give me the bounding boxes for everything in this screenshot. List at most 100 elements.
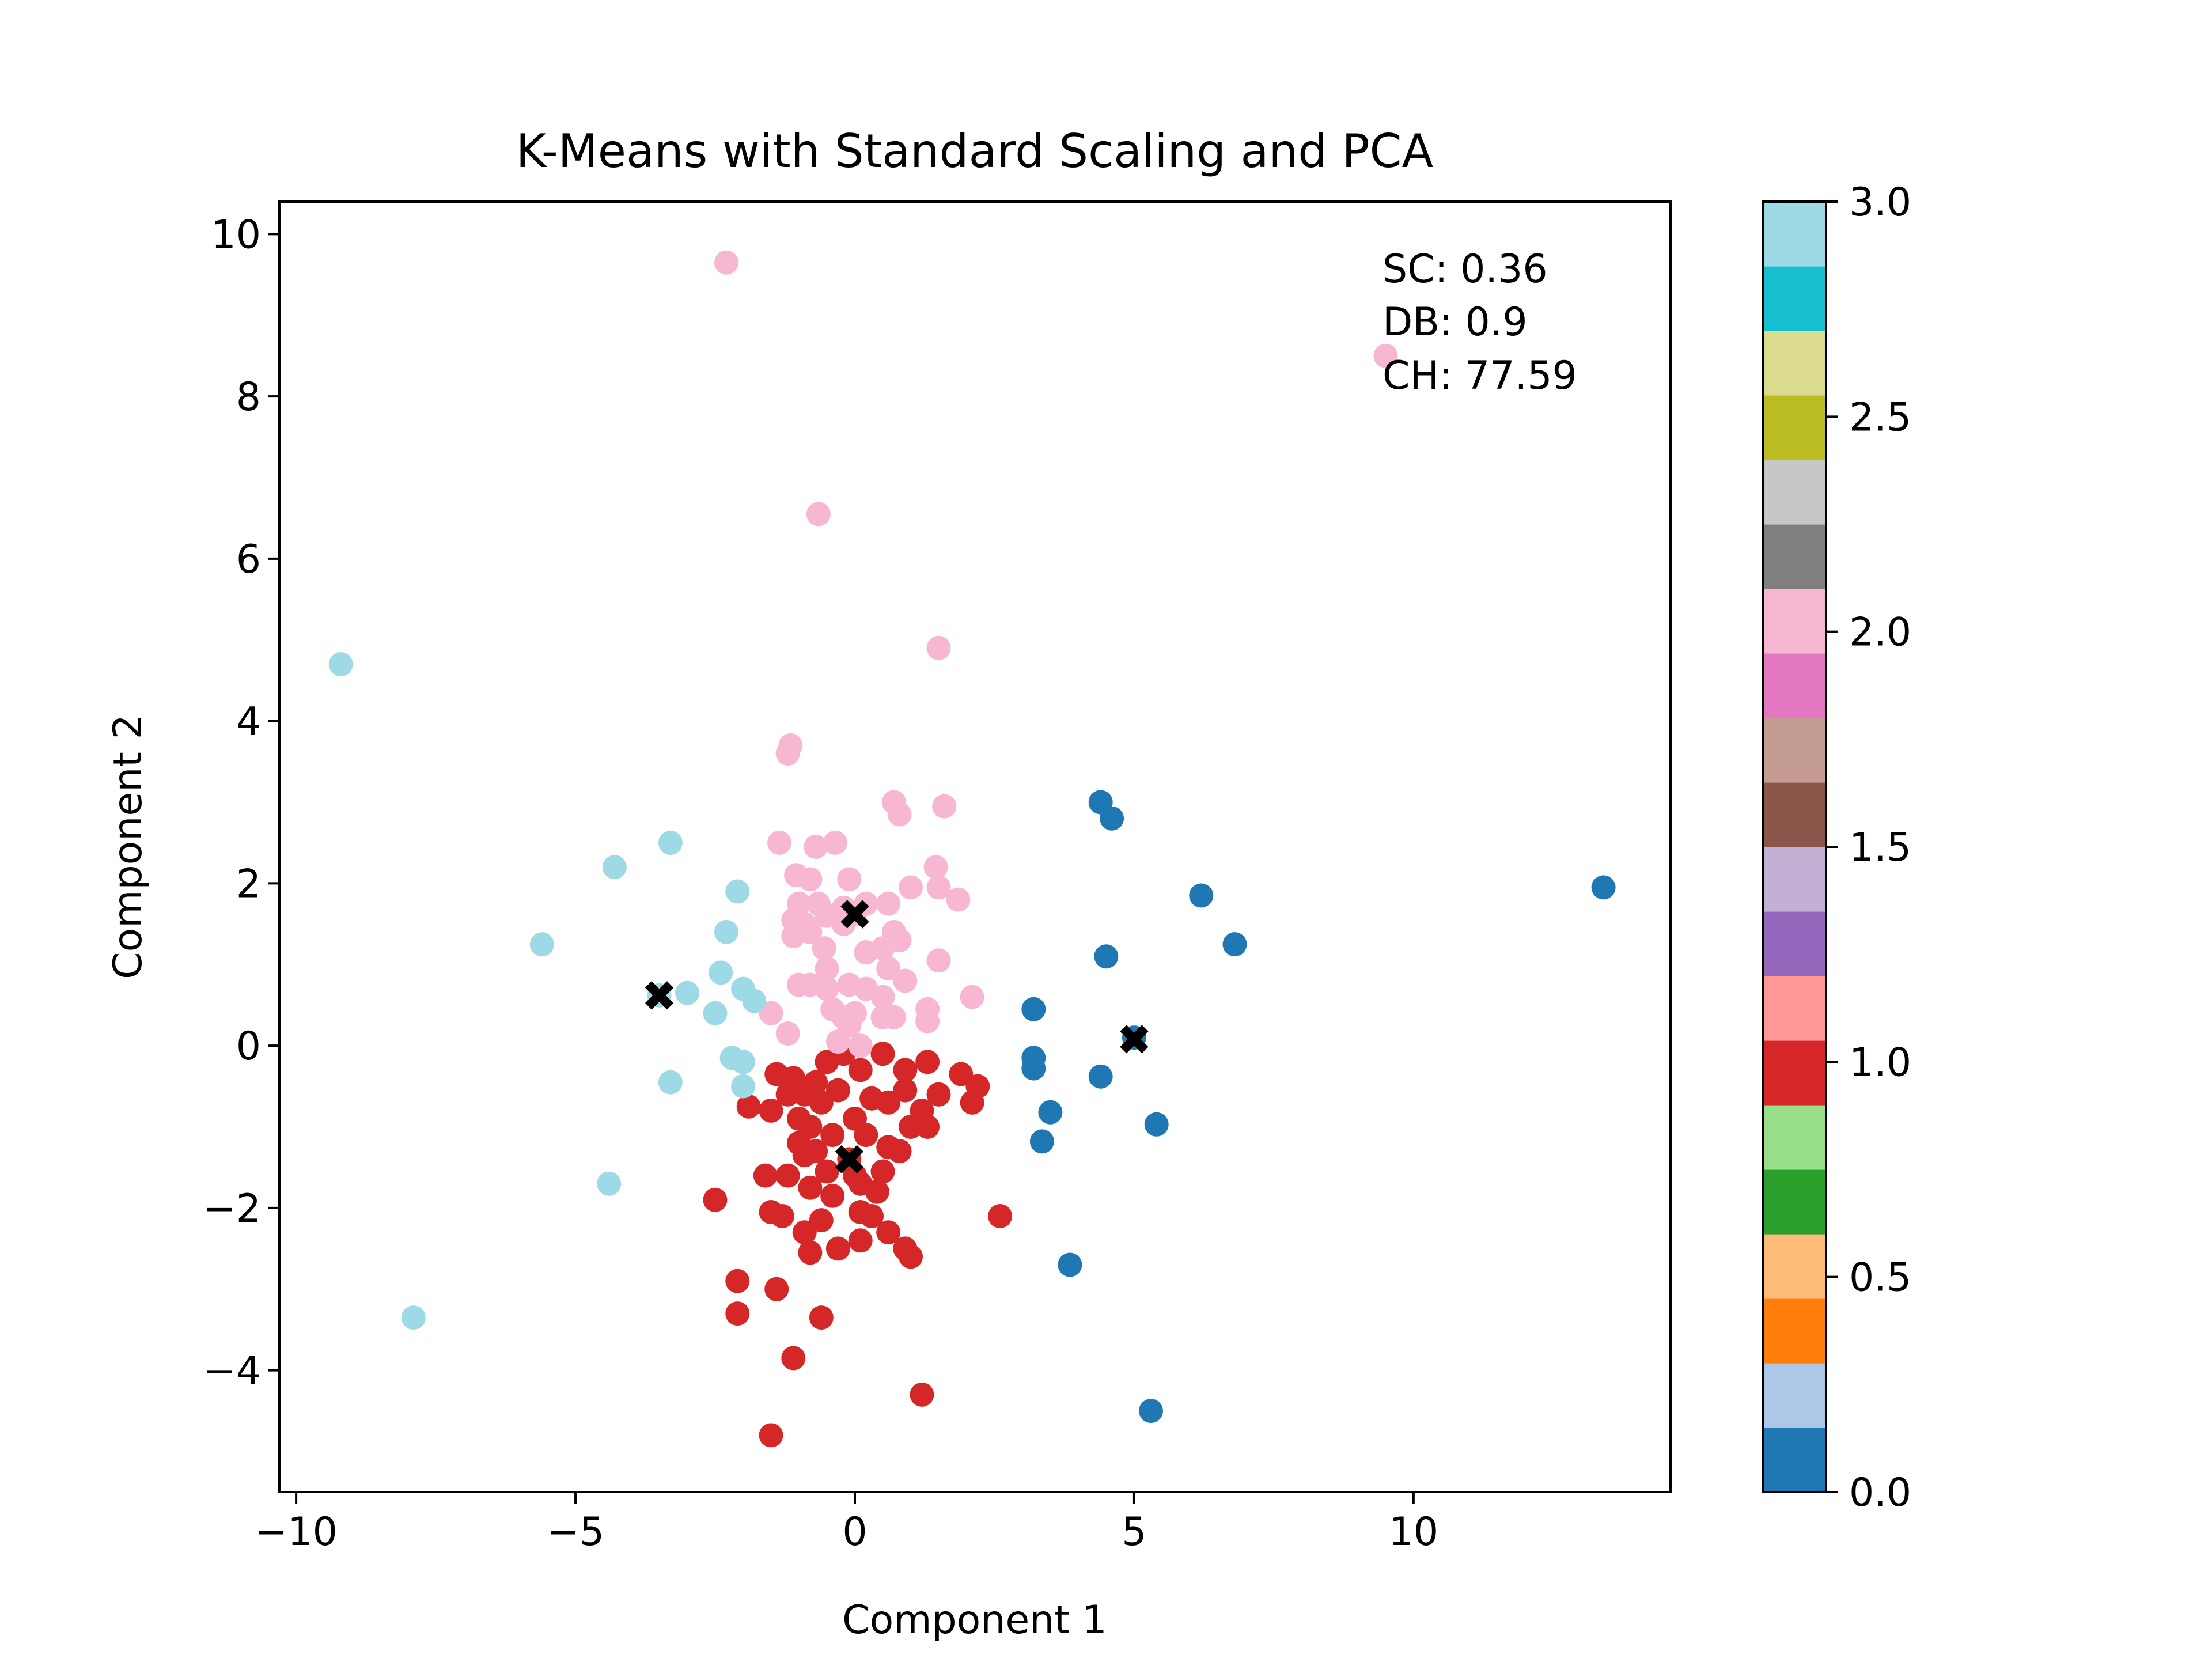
scatter-point-cluster-3 xyxy=(709,960,733,985)
colorbar-tick-label: 2.5 xyxy=(1849,395,1911,440)
colorbar-tick-label: 2.0 xyxy=(1849,610,1911,656)
scatter-point-cluster-1 xyxy=(926,1082,951,1107)
scatter-point-cluster-1 xyxy=(770,1204,794,1228)
scatter-point-cluster-1 xyxy=(775,1082,800,1107)
colorbar-segment xyxy=(1763,653,1826,718)
scatter-point-cluster-3 xyxy=(658,831,683,855)
scatter-point-cluster-1 xyxy=(865,1179,889,1204)
scatter-point-cluster-3 xyxy=(731,1074,755,1099)
scatter-point-cluster-1 xyxy=(910,1382,934,1407)
x-axis-label: Component 1 xyxy=(842,1597,1107,1643)
scatter-point-cluster-1 xyxy=(798,1240,823,1265)
plot-area xyxy=(278,200,1672,1493)
scatter-point-cluster-0 xyxy=(1021,997,1046,1021)
scatter-point-cluster-0 xyxy=(1139,1399,1163,1424)
scatter-point-cluster-3 xyxy=(742,989,767,1013)
scatter-point-cluster-2 xyxy=(806,502,831,527)
scatter-point-cluster-1 xyxy=(725,1301,750,1326)
scatter-point-cluster-1 xyxy=(848,1228,873,1253)
y-tick-label: −4 xyxy=(203,1349,261,1394)
scatter-point-cluster-2 xyxy=(812,936,836,961)
scatter-point-cluster-1 xyxy=(809,1208,834,1233)
scatter-point-cluster-2 xyxy=(899,875,923,900)
scatter-point-cluster-2 xyxy=(775,741,800,766)
metric-ch: CH: 77.59 xyxy=(1382,353,1577,399)
colorbar-segment xyxy=(1763,1234,1826,1299)
scatter-point-cluster-3 xyxy=(675,980,699,1005)
y-axis-label: Component 2 xyxy=(105,714,151,979)
scatter-point-cluster-1 xyxy=(899,1115,923,1139)
scatter-point-cluster-1 xyxy=(825,1078,850,1103)
scatter-point-cluster-1 xyxy=(887,1139,912,1164)
scatter-point-cluster-2 xyxy=(926,948,951,973)
colorbar-segment xyxy=(1763,1428,1826,1493)
scatter-point-cluster-2 xyxy=(870,985,895,1009)
scatter-point-cluster-2 xyxy=(1373,343,1398,368)
centroid-marker xyxy=(645,981,674,1010)
scatter-point-cluster-1 xyxy=(854,1123,878,1148)
scatter-point-cluster-3 xyxy=(714,919,738,944)
scatter-point-cluster-0 xyxy=(1591,875,1616,900)
scatter-point-cluster-2 xyxy=(915,1009,940,1033)
y-tick-label: 6 xyxy=(236,537,261,582)
y-axis: −4 −2 0 2 4 6 8 10 xyxy=(203,212,279,1394)
scatter-point-cluster-2 xyxy=(932,794,957,819)
scatter-point-cluster-1 xyxy=(809,1090,834,1115)
scatter-point-cluster-1 xyxy=(792,1220,817,1245)
chart-title: K-Means with Standard Scaling and PCA xyxy=(516,124,1434,178)
scatter-point-cluster-1 xyxy=(759,1423,783,1448)
scatter-point-cluster-1 xyxy=(815,1159,839,1184)
scatter-point-cluster-3 xyxy=(328,652,353,676)
scatter-point-cluster-1 xyxy=(899,1244,923,1269)
scatter-point-cluster-3 xyxy=(602,855,627,880)
scatter-point-cluster-3 xyxy=(597,1171,622,1196)
scatter-point-cluster-2 xyxy=(815,976,839,1001)
colorbar-segment xyxy=(1763,589,1826,654)
y-tick-label: 8 xyxy=(236,374,261,420)
scatter-point-cluster-1 xyxy=(848,1058,873,1082)
colorbar-segment xyxy=(1763,1363,1826,1428)
scatter-point-cluster-1 xyxy=(876,1220,901,1245)
x-tick-label: 10 xyxy=(1389,1509,1439,1555)
scatter-point-cluster-2 xyxy=(823,831,847,855)
scatter-point-cluster-1 xyxy=(775,1163,800,1188)
scatter-point-cluster-0 xyxy=(1029,1129,1054,1154)
scatter-point-cluster-0 xyxy=(1088,1064,1113,1089)
colorbar-segment xyxy=(1763,202,1826,267)
scatter-point-cluster-2 xyxy=(887,928,912,952)
scatter-point-cluster-2 xyxy=(893,968,918,993)
x-tick-label: −10 xyxy=(255,1509,338,1555)
scatter-point-cluster-1 xyxy=(960,1090,984,1115)
scatter-point-cluster-1 xyxy=(781,1346,806,1371)
scatter-point-cluster-1 xyxy=(915,1050,940,1074)
scatter-point-cluster-2 xyxy=(759,1001,783,1025)
metrics-annotation: SC: 0.36 DB: 0.9 CH: 77.59 xyxy=(1382,247,1577,399)
colorbar-segment xyxy=(1763,976,1826,1041)
scatter-point-cluster-2 xyxy=(960,985,984,1009)
y-tick-label: −2 xyxy=(203,1186,261,1232)
colorbar: 0.0 0.5 1.0 1.5 2.0 2.5 3.0 xyxy=(1762,180,1911,1516)
scatter-point-cluster-1 xyxy=(804,1070,828,1095)
colorbar-segment xyxy=(1763,911,1826,976)
centroids-layer xyxy=(645,900,1149,1174)
scatter-point-cluster-2 xyxy=(881,1005,906,1029)
colorbar-segment xyxy=(1763,524,1826,589)
scatter-point-cluster-1 xyxy=(988,1204,1013,1228)
scatter-point-cluster-1 xyxy=(736,1094,761,1119)
scatter-point-cluster-2 xyxy=(926,635,951,660)
scatter-point-cluster-1 xyxy=(876,1090,901,1115)
scatter-point-cluster-0 xyxy=(1038,1100,1063,1125)
colorbar-segment xyxy=(1763,460,1826,525)
scatter-point-cluster-3 xyxy=(731,1050,755,1074)
scatter-point-cluster-2 xyxy=(775,1021,800,1046)
scatter-point-cluster-2 xyxy=(798,919,823,944)
scatter-point-cluster-0 xyxy=(1189,883,1214,908)
scatter-point-cluster-1 xyxy=(798,1175,823,1200)
colorbar-tick-label: 3.0 xyxy=(1849,180,1911,225)
colorbar-segment xyxy=(1763,718,1826,783)
scatter-point-cluster-2 xyxy=(798,867,823,892)
colorbar-tick-label: 1.5 xyxy=(1849,825,1911,870)
scatter-point-cluster-0 xyxy=(1094,944,1119,969)
scatter-point-cluster-1 xyxy=(893,1078,918,1103)
scatter-point-cluster-2 xyxy=(887,802,912,827)
